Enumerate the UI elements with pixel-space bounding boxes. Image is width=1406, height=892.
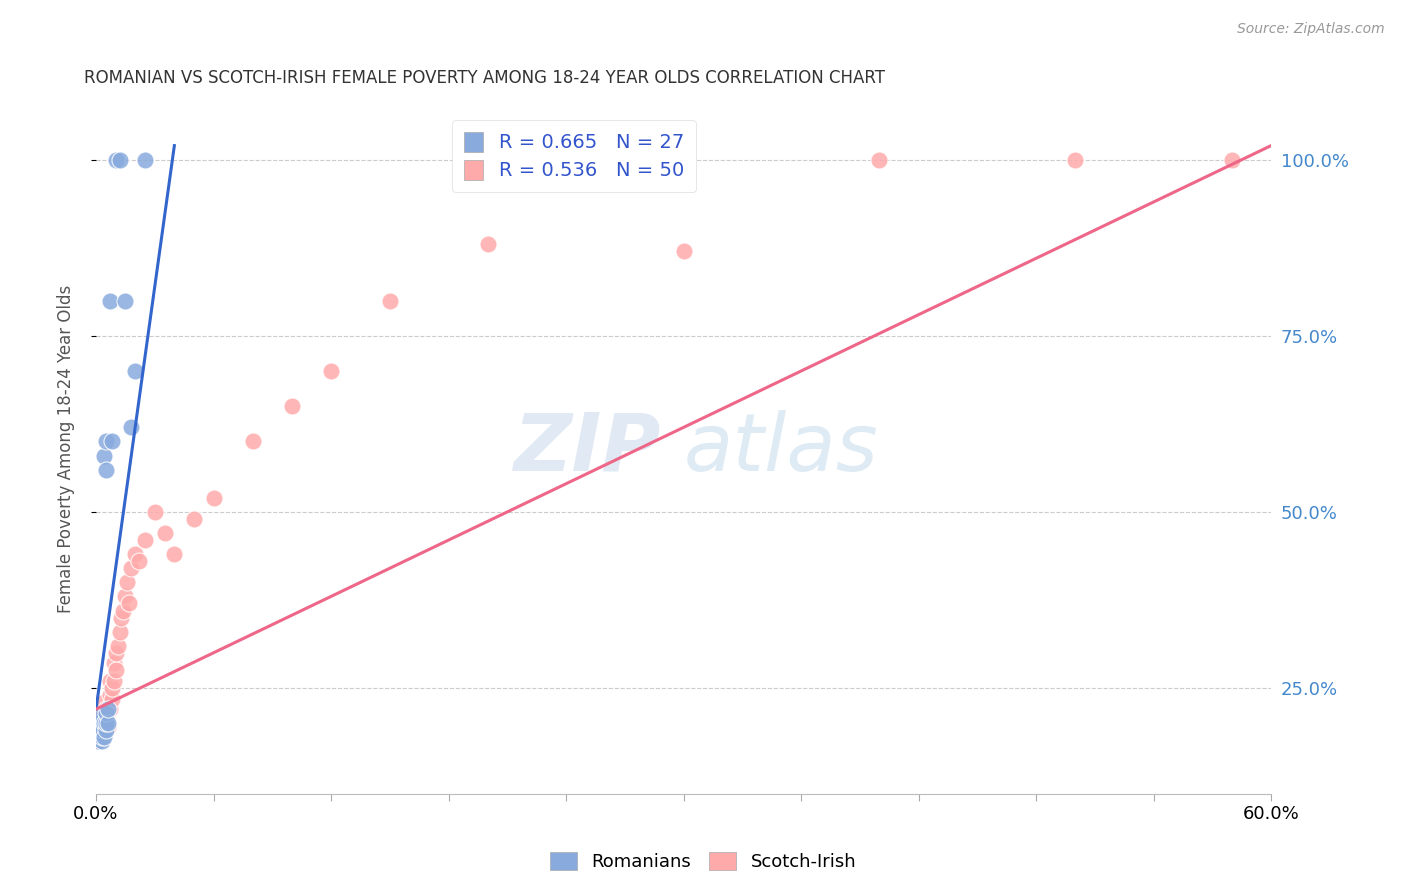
Point (134, 153, 156, 167)
Point (143, 505, 166, 519)
Point (319, 364, 342, 378)
Point (114, 590, 136, 604)
Point (1064, 153, 1087, 167)
Legend: Romanians, Scotch-Irish: Romanians, Scotch-Irish (543, 845, 863, 879)
Point (98, 293, 121, 308)
Point (110, 610, 132, 624)
Text: ROMANIAN VS SCOTCH-IRISH FEMALE POVERTY AMONG 18-24 YEAR OLDS CORRELATION CHART: ROMANIAN VS SCOTCH-IRISH FEMALE POVERTY … (84, 69, 886, 87)
Point (94, 716, 117, 731)
Point (477, 237, 499, 252)
Point (89, 723, 111, 738)
Point (103, 657, 125, 671)
Point (104, 646, 127, 660)
Point (93, 706, 115, 720)
Point (87, 723, 110, 738)
Point (90, 706, 112, 720)
Point (90, 720, 112, 734)
Point (94, 716, 117, 731)
Y-axis label: Female Poverty Among 18-24 Year Olds: Female Poverty Among 18-24 Year Olds (58, 285, 75, 613)
Point (93, 695, 115, 709)
Text: ZIP: ZIP (513, 409, 659, 488)
Point (124, 547, 146, 561)
Point (114, 293, 136, 308)
Point (163, 547, 186, 561)
Point (94, 723, 117, 738)
Point (112, 603, 135, 617)
Point (124, 364, 146, 378)
Point (87, 734, 110, 748)
Point (93, 723, 115, 738)
Point (1220, 153, 1243, 167)
Point (94, 463, 117, 477)
Point (87, 734, 110, 748)
Point (378, 293, 401, 308)
Point (89, 716, 111, 731)
Point (90, 723, 112, 738)
Point (97, 702, 120, 716)
Point (98, 688, 121, 702)
Point (93, 449, 115, 463)
Point (117, 575, 139, 590)
Text: atlas: atlas (683, 409, 879, 488)
Point (104, 664, 127, 678)
Point (183, 512, 205, 526)
Point (672, 244, 695, 259)
Point (93, 731, 115, 745)
Point (93, 716, 115, 731)
Point (100, 691, 122, 706)
Point (108, 624, 131, 639)
Point (100, 681, 122, 695)
Point (575, 153, 598, 167)
Point (120, 561, 142, 575)
Point (94, 702, 117, 716)
Point (90, 731, 112, 745)
Point (89, 727, 111, 741)
Point (97, 716, 120, 731)
Point (120, 420, 142, 434)
Point (108, 153, 131, 167)
Point (107, 639, 129, 653)
Point (104, 153, 127, 167)
Point (98, 673, 121, 688)
Point (242, 434, 264, 449)
Point (97, 720, 120, 734)
Point (100, 434, 122, 449)
Point (98, 702, 121, 716)
Point (94, 434, 117, 449)
Point (94, 706, 117, 720)
Text: Source: ZipAtlas.com: Source: ZipAtlas.com (1237, 22, 1385, 37)
Point (128, 554, 150, 568)
Point (89, 727, 111, 741)
Point (90, 731, 112, 745)
Point (118, 597, 141, 611)
Point (97, 706, 120, 720)
Point (134, 533, 156, 547)
Point (153, 526, 176, 541)
Point (90, 734, 112, 748)
Point (202, 491, 225, 505)
Point (94, 723, 117, 738)
Point (90, 709, 112, 723)
Legend: R = 0.665   N = 27, R = 0.536   N = 50: R = 0.665 N = 27, R = 0.536 N = 50 (453, 120, 696, 192)
Point (281, 399, 304, 413)
Point (89, 716, 111, 731)
Point (103, 673, 125, 688)
Point (868, 153, 890, 167)
Point (87, 723, 110, 738)
